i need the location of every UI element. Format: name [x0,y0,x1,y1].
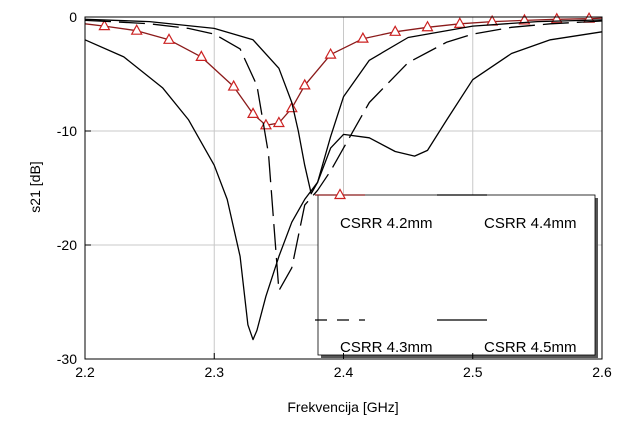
legend-label-csrr-4-2mm: CSRR 4.2mm [340,215,433,232]
x-axis-label: Frekvencija [GHz] [287,399,398,415]
marker-csrr-4-2mm [247,107,260,119]
marker-csrr-4-2mm [130,23,143,35]
y-tick-label: 0 [69,9,77,25]
marker-csrr-4-2mm [389,25,402,36]
marker-csrr-4-2mm [98,19,111,31]
legend-label-csrr-4-3mm: CSRR 4.3mm [340,339,433,356]
legend-marker-csrr-4-2mm [333,188,347,200]
y-tick-label: -20 [57,237,77,253]
series-line-csrr-4-5mm [84,31,603,341]
legend-label-csrr-4-4mm: CSRR 4.4mm [484,215,577,232]
marker-csrr-4-2mm [453,17,466,28]
series-layer [84,11,603,341]
marker-csrr-4-2mm [227,79,240,91]
x-tick-label: 2.5 [463,364,483,380]
x-tick-label: 2.6 [592,364,612,380]
x-tick-label: 2.2 [75,364,95,380]
marker-csrr-4-2mm [421,20,434,32]
marker-csrr-4-2mm [324,47,337,59]
marker-csrr-4-2mm [356,31,369,43]
series-line-csrr-4-4mm [84,18,603,195]
y-tick-label: -10 [57,123,77,139]
marker-csrr-4-2mm [162,33,176,44]
legend: CSRR 4.2mm CSRR 4.3mm CSRR 4.4mm CSRR 4.5mm [315,188,598,358]
y-axis-label: s21 [dB] [27,161,43,212]
y-tick-label: -30 [57,351,77,367]
marker-csrr-4-2mm [285,101,298,113]
x-tick-label: 2.4 [334,364,354,380]
legend-label-csrr-4-5mm: CSRR 4.5mm [484,339,577,356]
series-line-csrr-4-3mm [84,19,603,292]
legend-box [317,194,596,356]
tick-labels: 2.2 2.3 2.4 2.5 2.6 0 -10 -20 -30 [57,9,612,380]
marker-csrr-4-2mm [518,13,531,25]
marker-csrr-4-2mm [298,78,311,90]
x-tick-label: 2.3 [205,364,225,380]
marker-csrr-4-2mm [195,50,208,62]
marker-csrr-4-2mm [272,116,285,128]
axes [84,16,603,360]
